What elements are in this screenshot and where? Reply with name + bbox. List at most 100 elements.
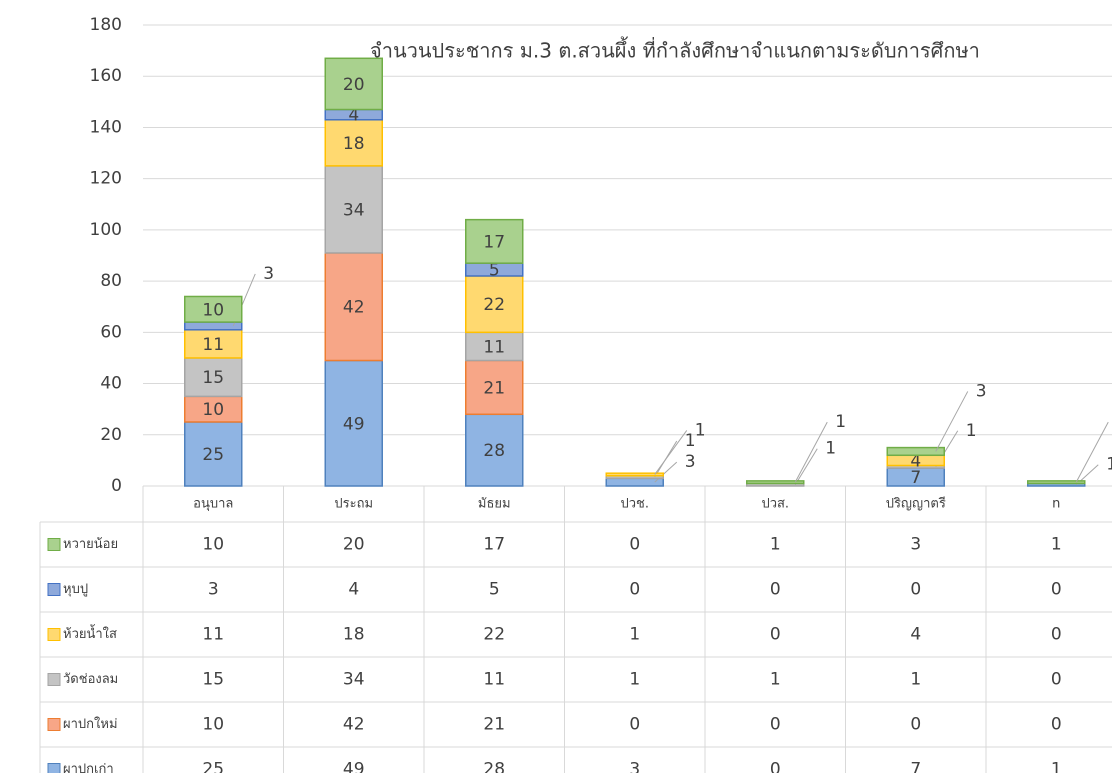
- bar-segment: [465, 218, 524, 264]
- table-cell: 0: [629, 535, 640, 555]
- table-cell: 20: [343, 535, 365, 555]
- bar-segment: [184, 321, 243, 331]
- table-cell: 3: [910, 535, 921, 555]
- table-cell: 3: [208, 580, 219, 600]
- data-label: 18: [343, 134, 365, 154]
- bar-segment: [465, 275, 524, 334]
- bar-segment: [324, 57, 383, 111]
- legend-label: หวายน้อย: [63, 537, 118, 552]
- table-cell: 4: [348, 580, 359, 600]
- data-label: 21: [483, 378, 505, 398]
- table-cell: 3: [629, 760, 640, 773]
- table-cell: 11: [202, 625, 224, 645]
- table-cell: 22: [483, 625, 505, 645]
- y-tick-label: 60: [100, 322, 122, 342]
- legend-label: วัดช่องลม: [63, 672, 118, 687]
- table-cell: 0: [770, 580, 781, 600]
- bar-segment: [465, 331, 524, 362]
- leader-line: [1075, 421, 1109, 483]
- data-label: 42: [343, 298, 365, 318]
- table-cell: 1: [910, 670, 921, 690]
- legend-label: ผาปกเก่า: [63, 762, 114, 773]
- table-cell: 21: [483, 715, 505, 735]
- table-cell: 0: [629, 715, 640, 735]
- table-cell: 4: [910, 625, 921, 645]
- y-tick-label: 100: [90, 220, 122, 240]
- bar-segment: [324, 359, 383, 487]
- data-label: 1: [695, 420, 706, 440]
- table-cell: 1: [1051, 760, 1062, 773]
- data-label: 3: [263, 264, 274, 284]
- chart-title: จำนวนประชากร ม.3 ต.สวนผึ้ง ที่กำลังศึกษา…: [370, 37, 980, 63]
- bar-segment: [465, 413, 524, 487]
- data-label: 3: [685, 452, 696, 472]
- legend-key: [47, 583, 61, 596]
- legend-label: หุบปู: [63, 582, 88, 597]
- y-tick-label: 0: [111, 476, 122, 496]
- table-cell: 18: [343, 625, 365, 645]
- legend-label: ห้วยน้ำใส: [63, 624, 117, 642]
- table-cell: 10: [202, 715, 224, 735]
- data-label: 4: [348, 106, 359, 126]
- data-label: 11: [483, 337, 505, 357]
- data-label: 1: [685, 431, 696, 451]
- data-label: 1: [825, 439, 836, 459]
- y-tick-label: 140: [90, 117, 122, 137]
- data-label: 20: [343, 75, 365, 95]
- legend-key: [47, 763, 61, 773]
- data-label: 49: [343, 414, 365, 434]
- data-label: 17: [483, 232, 505, 252]
- data-label: 34: [343, 200, 365, 220]
- legend-key: [47, 673, 61, 686]
- data-label: 4: [910, 451, 921, 471]
- leader-line: [794, 421, 828, 483]
- data-label: 15: [202, 368, 224, 388]
- data-label: 10: [202, 400, 224, 420]
- table-cell: 1: [1051, 535, 1062, 555]
- table-cell: 25: [202, 760, 224, 773]
- y-tick-label: 20: [100, 425, 122, 445]
- bar-segment: [184, 295, 243, 323]
- table-cell: 1: [629, 670, 640, 690]
- bar-segment: [184, 357, 243, 398]
- table-cell: 1: [629, 625, 640, 645]
- leader-line: [794, 448, 818, 485]
- bar-segment: [886, 446, 945, 457]
- data-label: 10: [202, 300, 224, 320]
- bar-segment: [184, 395, 243, 423]
- table-cell: 0: [629, 580, 640, 600]
- leader-line: [935, 391, 969, 452]
- table-cell: 5: [489, 580, 500, 600]
- legend-key: [47, 718, 61, 731]
- bar-segment: [746, 480, 805, 485]
- y-tick-label: 80: [100, 271, 122, 291]
- table-cell: 10: [202, 535, 224, 555]
- x-tick-label: n: [1052, 497, 1060, 512]
- data-label: 11: [202, 335, 224, 355]
- x-tick-label: ปริญญาตรี: [886, 496, 946, 512]
- table-cell: 0: [770, 715, 781, 735]
- table-cell: 0: [1051, 670, 1062, 690]
- bar-segment: [324, 165, 383, 254]
- table-cell: 0: [910, 580, 921, 600]
- table-cell: 0: [770, 625, 781, 645]
- table-cell: 0: [1051, 580, 1062, 600]
- bar-segment: [605, 477, 664, 487]
- data-label: 1: [966, 421, 977, 441]
- table-cell: 1: [770, 535, 781, 555]
- x-tick-label: ประถม: [334, 497, 373, 512]
- bar-segment: [1027, 480, 1086, 485]
- legend-label: ผาปกใหม่: [63, 716, 118, 732]
- table-cell: 1: [770, 670, 781, 690]
- y-tick-label: 160: [90, 66, 122, 86]
- table-cell: 0: [770, 760, 781, 773]
- table-cell: 17: [483, 535, 505, 555]
- table-cell: 0: [1051, 715, 1062, 735]
- table-cell: 28: [483, 760, 505, 773]
- data-label: 7: [910, 468, 921, 488]
- table-cell: 11: [483, 670, 505, 690]
- legend-key: [47, 628, 61, 641]
- leader-line: [654, 430, 688, 475]
- x-tick-label: มัธยม: [478, 497, 511, 512]
